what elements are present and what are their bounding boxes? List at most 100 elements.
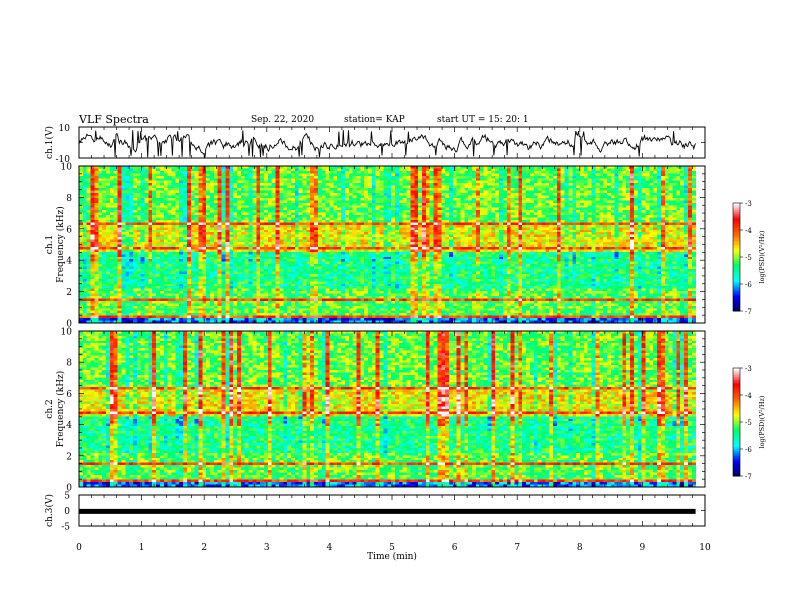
spectrogram-cell: [179, 195, 184, 199]
spectrogram-cell: [398, 234, 404, 238]
spectrogram-cell: [406, 219, 411, 223]
spectrogram-cell: [460, 200, 465, 204]
spectrogram-cell: [167, 173, 172, 177]
spectrogram-cell: [591, 222, 596, 226]
spectrogram-cell: [121, 222, 126, 226]
spectrogram-cell: [186, 192, 192, 196]
spectrogram-cell: [267, 166, 273, 169]
spectrogram-cell: [179, 237, 184, 240]
spectrogram-cell: [395, 188, 400, 191]
spectrogram-cell: [657, 185, 662, 189]
spectrogram-cell: [657, 212, 662, 216]
spectrogram-cell: [314, 175, 319, 179]
spectrogram-cell: [337, 175, 342, 179]
spectrogram-cell: [79, 219, 84, 223]
spectrogram-cell: [518, 170, 523, 174]
spectrogram-cell: [82, 200, 88, 204]
spectrogram-cell: [283, 207, 288, 211]
spectrogram-cell: [109, 207, 115, 211]
spectrogram-cell: [341, 178, 346, 182]
spectrogram-cell: [383, 190, 388, 194]
spectrogram-cell: [441, 212, 446, 216]
spectrogram-cell: [348, 212, 354, 216]
spectrogram-cell: [213, 210, 219, 214]
spectrogram-cell: [175, 180, 180, 184]
spectrogram-cell: [691, 175, 697, 179]
spectrogram-cell: [626, 197, 631, 201]
spectrogram-cell: [194, 173, 199, 177]
spectrogram-cell: [526, 227, 531, 231]
spectrogram-cell: [599, 197, 604, 201]
spectrogram-cell: [310, 173, 315, 177]
spectrogram-cell: [533, 173, 538, 177]
spectrogram-cell: [464, 202, 469, 206]
spectrogram-cell: [152, 224, 157, 228]
spectrogram-cell: [468, 166, 473, 169]
spectrogram-cell: [271, 234, 276, 238]
spectrogram-cell: [560, 190, 565, 194]
spectrogram-cell: [653, 202, 658, 206]
spectrogram-cell: [175, 205, 180, 209]
spectrogram-cell: [186, 222, 192, 226]
spectrogram-cell: [94, 210, 99, 214]
spectrogram-cell: [356, 207, 361, 211]
spectrogram-cell: [637, 232, 643, 236]
spectrogram-cell: [283, 217, 288, 221]
spectrogram-cell: [657, 205, 662, 209]
spectrogram-cell: [136, 170, 142, 174]
spectrogram-cell: [614, 178, 619, 182]
spectrogram-cell: [391, 222, 396, 226]
spectrogram-cell: [221, 232, 226, 236]
spectrogram-cell: [553, 195, 558, 199]
spectrogram-cell: [371, 215, 377, 218]
spectrogram-cell: [325, 234, 330, 238]
spectrogram-cell: [198, 195, 203, 199]
spectrogram-cell: [626, 237, 631, 240]
spectrogram-cell: [387, 166, 392, 169]
spectrogram-cell: [641, 183, 646, 187]
spectrogram-cell: [560, 217, 565, 221]
spectrogram-cell: [371, 180, 377, 184]
spectrogram-cell: [329, 197, 334, 201]
spectrogram-cell: [541, 205, 546, 209]
spectrogram-cell: [448, 229, 454, 233]
spectrogram-cell: [653, 188, 658, 191]
spectrogram-cell: [526, 188, 531, 191]
spectrogram-cell: [653, 229, 658, 233]
spectrogram-cell: [429, 170, 434, 174]
spectrogram-cell: [329, 190, 334, 194]
spectrogram-cell: [464, 222, 469, 226]
spectrogram-cell: [113, 185, 118, 189]
spectrogram-cell: [587, 222, 592, 226]
spectrogram-cell: [687, 229, 693, 233]
spectrogram-cell: [144, 188, 149, 191]
spectrogram-cell: [452, 195, 458, 199]
spectrogram-cell: [90, 170, 95, 174]
spectrogram-cell: [475, 190, 481, 194]
spectrogram-cell: [618, 188, 623, 191]
spectrogram-cell: [556, 210, 562, 214]
spectrogram-cell: [159, 197, 165, 201]
spectrogram-cell: [310, 217, 315, 221]
spectrogram-cell: [140, 224, 145, 228]
spectrogram-cell: [221, 207, 226, 211]
spectrogram-cell: [368, 207, 373, 211]
spectrogram-cell: [664, 178, 670, 182]
spectrogram-cell: [491, 170, 496, 174]
spectrogram-cell: [433, 200, 438, 204]
spectrogram-cell: [549, 180, 554, 184]
spectrogram-cell: [495, 180, 500, 184]
spectrogram-cell: [337, 170, 342, 174]
spectrogram-cell: [229, 219, 234, 223]
spectrogram-cell: [502, 205, 508, 209]
spectrogram-cell: [156, 207, 161, 211]
spectrogram-cell: [94, 227, 99, 231]
spectrogram-cell: [221, 180, 226, 184]
spectrogram-cell: [475, 183, 481, 187]
spectrogram-cell: [645, 185, 650, 189]
spectrogram-cell: [302, 229, 307, 233]
spectrogram-cell: [148, 175, 153, 179]
spectrogram-cell: [333, 237, 338, 240]
spectrogram-cell: [603, 173, 608, 177]
spectrogram-cell: [606, 212, 612, 216]
